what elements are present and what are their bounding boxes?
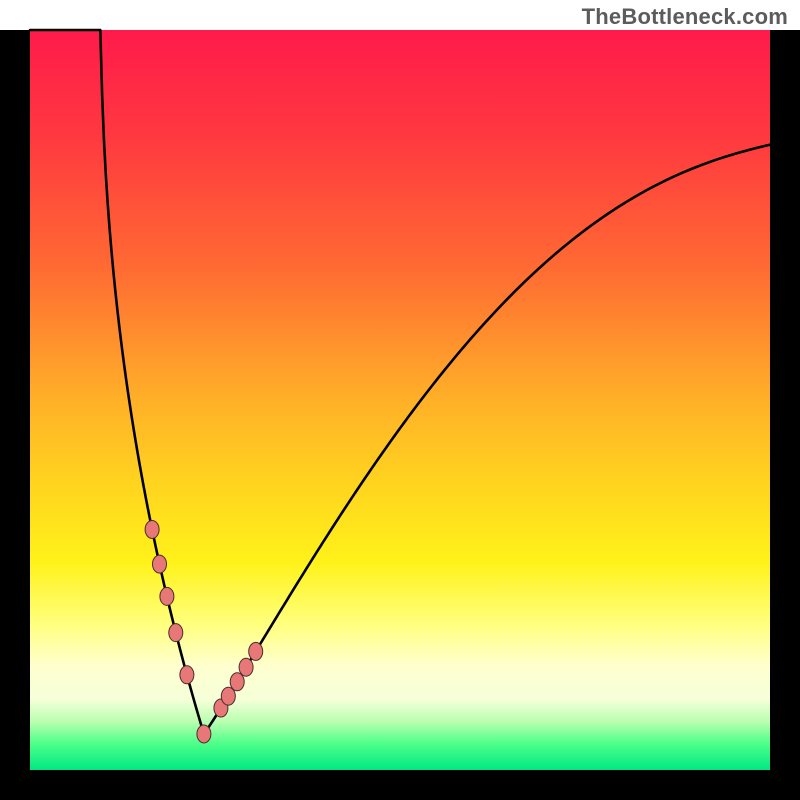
bottleneck-chart: TheBottleneck.com	[0, 0, 800, 800]
curve-marker	[169, 624, 183, 642]
curve-marker	[197, 725, 211, 743]
plot-background	[30, 30, 770, 770]
curve-marker	[145, 521, 159, 539]
curve-marker	[239, 658, 253, 676]
curve-marker	[230, 673, 244, 691]
curve-marker	[221, 687, 235, 705]
curve-marker	[160, 587, 174, 605]
curve-marker	[153, 555, 167, 573]
chart-svg	[0, 0, 800, 800]
watermark-text: TheBottleneck.com	[582, 4, 788, 30]
curve-marker	[249, 642, 263, 660]
curve-marker	[180, 666, 194, 684]
